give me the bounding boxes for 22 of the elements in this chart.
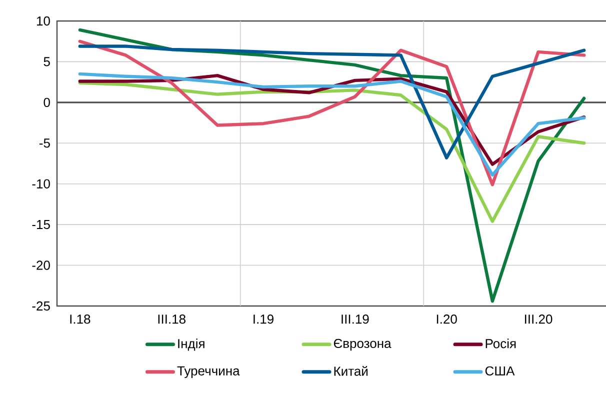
y-tick-label: -10 — [32, 179, 50, 188]
y-tick-label: 0 — [44, 98, 50, 108]
y-tick-label: 10 — [36, 16, 50, 26]
legend-label: Індія — [178, 338, 204, 351]
line-series — [78, 44, 586, 160]
y-tick-label: -15 — [32, 220, 50, 230]
legend-label: Туреччина — [177, 366, 240, 378]
y-tick-label: -5 — [39, 138, 50, 148]
legend-label: Єврозона — [334, 338, 392, 351]
x-tick-label: I.20 — [436, 314, 457, 324]
x-tick-label: III.18 — [158, 314, 186, 324]
legend-label: США — [485, 366, 515, 376]
x-tick-label: I.19 — [254, 314, 274, 324]
y-tick-label: 5 — [44, 57, 50, 66]
line-series — [78, 40, 586, 186]
y-tick-label: -20 — [32, 260, 50, 270]
x-tick-label: III.20 — [525, 314, 552, 324]
legend-label: Китай — [334, 366, 368, 376]
y-tick-label: -25 — [32, 301, 50, 311]
legend-label: Росія — [486, 338, 516, 348]
x-tick-label: III.19 — [342, 314, 369, 324]
x-tick-label: I.18 — [70, 314, 90, 324]
